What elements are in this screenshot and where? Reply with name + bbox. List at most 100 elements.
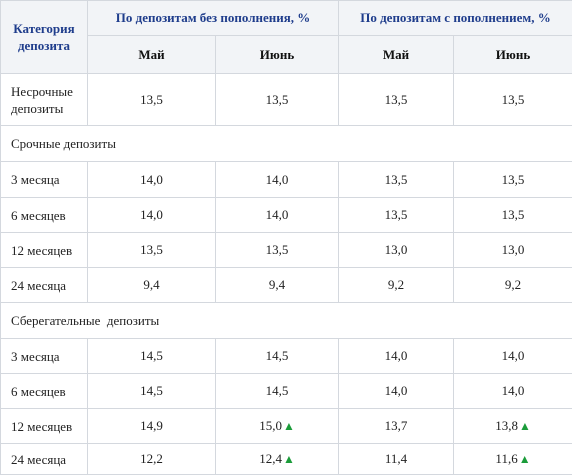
rate-value: 14,9 <box>140 418 163 433</box>
rate-cell: 14,5 <box>88 339 216 374</box>
rate-cell: 9,4 <box>88 268 216 303</box>
row-label: 6 месяцев <box>1 374 88 409</box>
table-row: 24 месяца 9,4 9,4 9,2 9,2 <box>1 268 572 303</box>
rate-cell: 13,5 <box>216 233 339 268</box>
table-row: 6 месяцев 14,0 14,0 13,5 13,5 <box>1 198 572 233</box>
group-header-no-topup: По депозитам без пополнения, % <box>88 1 339 36</box>
rate-value: 13,5 <box>502 172 525 187</box>
rate-value: 14,5 <box>140 348 163 363</box>
rate-value: 13,5 <box>385 172 408 187</box>
rate-cell: 14,5 <box>88 374 216 409</box>
rate-cell: 14,9 <box>88 409 216 444</box>
rate-cell: 11,6▲ <box>454 444 572 475</box>
rate-value: 12,2 <box>140 451 163 466</box>
rate-value: 14,0 <box>502 383 525 398</box>
rate-cell: 13,5 <box>454 198 572 233</box>
rate-cell: 14,0 <box>454 339 572 374</box>
rate-value: 13,5 <box>385 92 408 107</box>
table-row: 6 месяцев 14,5 14,5 14,0 14,0 <box>1 374 572 409</box>
rate-value: 14,0 <box>140 172 163 187</box>
rate-cell: 12,2 <box>88 444 216 475</box>
rate-value: 15,0 <box>259 418 282 433</box>
rate-value: 13,5 <box>266 242 289 257</box>
table-row: 12 месяцев 14,9 15,0▲ 13,7 13,8▲ <box>1 409 572 444</box>
row-label-line: 24 месяца <box>11 452 66 467</box>
rate-value: 9,4 <box>143 277 159 292</box>
category-header-line-2: депозита <box>18 38 70 53</box>
rate-value: 13,5 <box>140 242 163 257</box>
rate-value: 14,0 <box>266 207 289 222</box>
rate-value: 14,5 <box>140 383 163 398</box>
rate-cell: 13,8▲ <box>454 409 572 444</box>
section-row: Сберегательные депозиты <box>1 303 572 339</box>
rate-value: 11,4 <box>385 451 407 466</box>
rate-cell: 14,0 <box>216 198 339 233</box>
rate-cell: 13,5 <box>339 74 454 126</box>
up-triangle-icon: ▲ <box>283 419 295 433</box>
rate-cell: 9,2 <box>339 268 454 303</box>
rate-cell: 13,5 <box>339 198 454 233</box>
row-label: 3 месяца <box>1 339 88 374</box>
rate-value: 9,4 <box>269 277 285 292</box>
rate-value: 14,0 <box>140 207 163 222</box>
row-label: 12 месяцев <box>1 233 88 268</box>
section-title: Сберегательные депозиты <box>1 303 572 339</box>
month-header: Май <box>339 36 454 74</box>
rate-cell: 14,0 <box>88 198 216 233</box>
row-label: 24 месяца <box>1 268 88 303</box>
month-header: Июнь <box>454 36 572 74</box>
up-triangle-icon: ▲ <box>519 452 531 466</box>
table-row: 12 месяцев 13,5 13,5 13,0 13,0 <box>1 233 572 268</box>
row-label-line: 3 месяца <box>11 172 60 187</box>
row-label: 24 месяца <box>1 444 88 475</box>
rate-value: 13,5 <box>385 207 408 222</box>
rate-value: 14,0 <box>502 348 525 363</box>
row-label-line: 12 месяцев <box>11 419 72 434</box>
rate-value: 13,7 <box>385 418 408 433</box>
header-row-groups: Категория депозита По депозитам без попо… <box>1 1 572 36</box>
rate-value: 13,0 <box>502 242 525 257</box>
row-label-line: 12 месяцев <box>11 243 72 258</box>
section-title: Срочные депозиты <box>1 126 572 162</box>
rate-cell: 14,5 <box>216 374 339 409</box>
row-label: 12 месяцев <box>1 409 88 444</box>
rate-value: 12,4 <box>259 451 282 466</box>
rate-cell: 14,0 <box>454 374 572 409</box>
section-row: Срочные депозиты <box>1 126 572 162</box>
row-label-line: 6 месяцев <box>11 208 66 223</box>
rate-cell: 14,5 <box>216 339 339 374</box>
row-label-line: депозиты <box>11 101 63 116</box>
rate-cell: 13,5 <box>216 74 339 126</box>
rate-cell: 9,2 <box>454 268 572 303</box>
rate-cell: 13,5 <box>339 162 454 198</box>
rate-cell: 11,4 <box>339 444 454 475</box>
rate-value: 14,0 <box>385 383 408 398</box>
row-label: 3 месяца <box>1 162 88 198</box>
rate-cell: 13,0 <box>454 233 572 268</box>
rate-cell: 13,7 <box>339 409 454 444</box>
rate-value: 14,5 <box>266 348 289 363</box>
rate-value: 9,2 <box>505 277 521 292</box>
rate-cell: 14,0 <box>88 162 216 198</box>
rate-cell: 14,0 <box>339 374 454 409</box>
up-triangle-icon: ▲ <box>283 452 295 466</box>
row-label-line: Несрочные <box>11 84 73 99</box>
category-header: Категория депозита <box>1 1 88 74</box>
rate-cell: 14,0 <box>216 162 339 198</box>
table-row: 3 месяца 14,0 14,0 13,5 13,5 <box>1 162 572 198</box>
row-label-line: 3 месяца <box>11 349 60 364</box>
row-label: Несрочные депозиты <box>1 74 88 126</box>
month-header: Июнь <box>216 36 339 74</box>
rate-cell: 12,4▲ <box>216 444 339 475</box>
rate-value: 13,8 <box>495 418 518 433</box>
rate-cell: 13,5 <box>454 162 572 198</box>
rate-cell: 13,5 <box>88 233 216 268</box>
row-label-line: 6 месяцев <box>11 384 66 399</box>
rate-value: 11,6 <box>495 451 517 466</box>
rate-value: 13,0 <box>385 242 408 257</box>
